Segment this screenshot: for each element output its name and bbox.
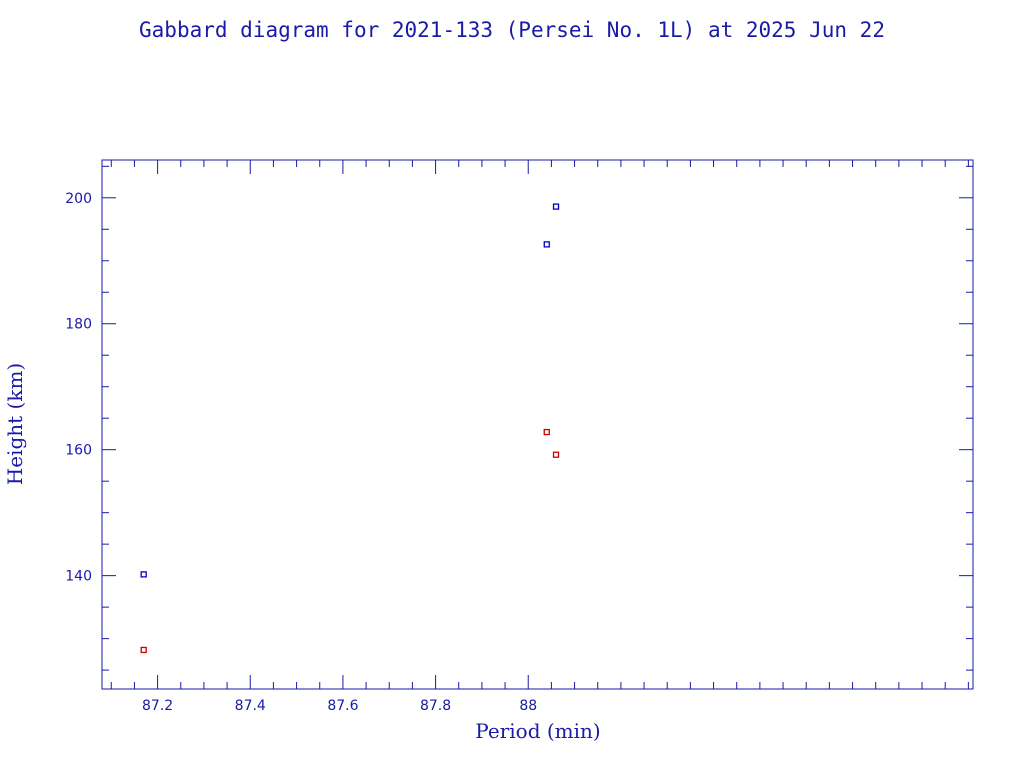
data-point (543, 241, 550, 248)
y-axis-ticks (102, 165, 973, 671)
x-tick-label: 87.4 (235, 698, 266, 714)
x-tick-label: 87.2 (142, 698, 173, 714)
x-axis-tick-labels: 87.2 87.4 87.6 87.8 88 (142, 698, 537, 714)
x-axis-label: Period (min) (475, 719, 600, 743)
x-tick-label: 87.6 (327, 698, 358, 714)
y-tick-label: 200 (65, 191, 92, 207)
x-axis-ticks (110, 160, 969, 689)
plot-frame (101, 159, 974, 690)
y-axis-label: Height (km) (3, 363, 27, 485)
data-point (543, 428, 550, 436)
y-tick-label: 180 (65, 317, 92, 333)
data-point (552, 203, 560, 210)
chart-title: Gabbard diagram for 2021-133 (Persei No.… (139, 18, 885, 42)
y-axis-tick-labels: 140 160 180 200 (65, 191, 92, 585)
y-tick-label: 160 (65, 443, 92, 459)
scatter-points (140, 203, 560, 654)
data-point (140, 571, 147, 578)
data-point (552, 451, 560, 458)
x-tick-label: 87.8 (420, 698, 451, 714)
data-point (140, 646, 147, 654)
x-tick-label: 88 (519, 698, 537, 714)
y-tick-label: 140 (65, 569, 92, 585)
